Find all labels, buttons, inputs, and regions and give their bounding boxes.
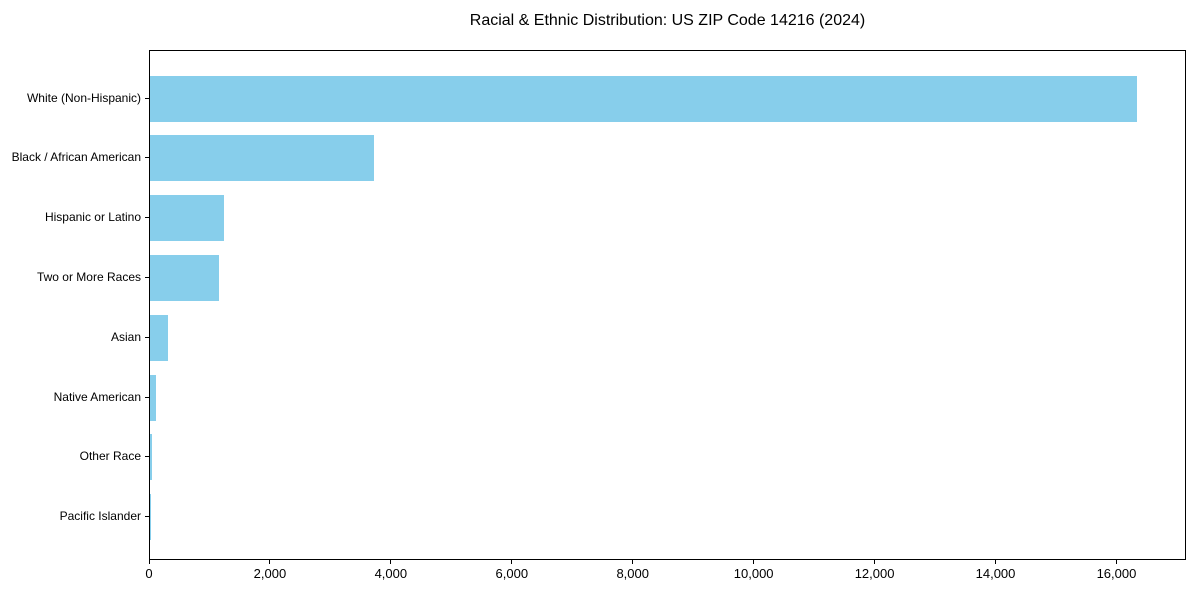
x-tick-label-10000: 10,000	[733, 566, 774, 581]
x-tick-mark	[874, 560, 876, 564]
y-tick-label-white-non-hispanic: White (Non-Hispanic)	[26, 90, 141, 105]
y-tick-label-asian: Asian	[110, 329, 141, 344]
y-tick-label-other-race: Other Race	[79, 449, 141, 464]
y-tick-label-hispanic-or-latino: Hispanic or Latino	[44, 210, 141, 225]
x-tick-label-8000: 8,000	[616, 566, 649, 581]
bar-native-american	[150, 374, 157, 421]
chart-title: Racial & Ethnic Distribution: US ZIP Cod…	[469, 12, 866, 29]
x-tick-label-2000: 2,000	[253, 566, 287, 581]
bar-hispanic-or-latino	[150, 195, 224, 242]
plot-area	[149, 50, 1186, 560]
y-tick-label-native-american: Native American	[53, 389, 141, 404]
bar-asian	[150, 314, 169, 361]
y-tick-mark	[145, 396, 149, 398]
x-tick-mark	[511, 560, 513, 564]
x-tick-mark	[148, 560, 150, 564]
bar-white-non-hispanic	[150, 75, 1137, 122]
y-tick-mark	[145, 157, 149, 159]
x-tick-mark	[995, 560, 997, 564]
x-tick-label-12000: 12,000	[854, 566, 895, 581]
bar-other-race	[150, 434, 152, 481]
y-tick-mark	[145, 217, 149, 219]
y-tick-mark	[145, 276, 149, 278]
x-tick-label-6000: 6,000	[495, 566, 529, 581]
x-tick-label-0: 0	[145, 566, 153, 581]
y-tick-mark	[145, 456, 149, 458]
x-tick-label-16000: 16,000	[1096, 566, 1137, 581]
x-tick-mark	[390, 560, 392, 564]
x-tick-mark	[753, 560, 755, 564]
x-tick-mark	[269, 560, 271, 564]
x-tick-label-4000: 4,000	[374, 566, 408, 581]
y-tick-label-black-african-american: Black / African American	[11, 150, 141, 165]
bar-black-african-american	[150, 135, 374, 182]
bar-two-or-more-races	[150, 254, 219, 301]
x-tick-label-14000: 14,000	[975, 566, 1016, 581]
y-tick-mark	[145, 97, 149, 99]
y-tick-label-pacific-islander: Pacific Islander	[59, 509, 141, 524]
y-tick-mark	[145, 336, 149, 338]
x-tick-mark	[632, 560, 634, 564]
y-tick-label-two-or-more-races: Two or More Races	[36, 269, 141, 284]
y-tick-mark	[145, 516, 149, 518]
x-tick-mark	[1115, 560, 1117, 564]
